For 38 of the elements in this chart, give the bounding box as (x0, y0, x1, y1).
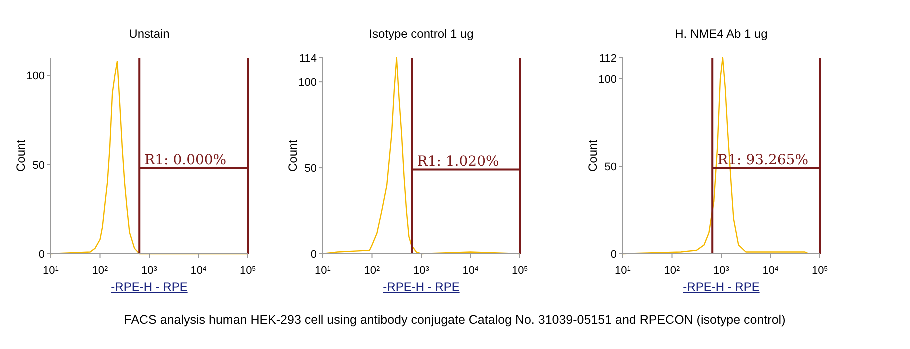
y-axis-title: Count (14, 139, 28, 172)
x-tick-label: 10$^{5}$ (812, 265, 828, 277)
x-tick-label: 10$^{1}$ (615, 265, 632, 277)
chart-title: H. NME4 Ab 1 ug (675, 27, 768, 41)
x-tick-label: 10$^{5}$ (512, 265, 528, 277)
x-tick-label: 10$^{1}$ (43, 265, 60, 277)
text: FACS analysis human HEK-293 cell using antibody conjugate Catalog No. 31039-05151 and RPECON (isotype control) (124, 313, 786, 327)
x-tick-label: 10$^{3}$ (142, 265, 158, 277)
y-tick-label: 0 (610, 248, 617, 261)
x-tick-label: 10$^{4}$ (762, 265, 780, 277)
y-tick-label: 50 (304, 162, 317, 175)
x-tick-label: 10$^{2}$ (664, 265, 681, 277)
y-tick-label: 114 (299, 52, 317, 65)
chart-title: Isotype control 1 ug (369, 27, 474, 41)
y-tick-label: 112 (599, 52, 617, 65)
y-tick-label: 50 (604, 161, 617, 174)
x-tick-label: 10$^{1}$ (315, 265, 332, 277)
x-axis-title: -RPE-H - RPE (683, 280, 760, 294)
y-tick-label: 0 (310, 248, 317, 261)
x-tick-label: 10$^{2}$ (364, 265, 381, 277)
chart-title: Unstain (129, 27, 170, 41)
y-tick-label: 100 (598, 74, 617, 86)
y-axis-title: Count (286, 139, 300, 172)
x-tick-label: 10$^{3}$ (414, 265, 430, 277)
x-tick-label: 10$^{5}$ (240, 265, 256, 277)
x-axis-title: -RPE-H - RPE (111, 280, 188, 294)
annotation: R1: 0.000% (144, 152, 227, 168)
x-tick-label: 10$^{2}$ (92, 265, 109, 277)
x-tick-label: 10$^{4}$ (190, 265, 208, 277)
y-tick-label: 100 (298, 76, 317, 89)
annotation: R1: 1.020% (417, 154, 500, 170)
y-axis-title: Count (586, 139, 600, 172)
y-tick-label: 50 (32, 160, 45, 172)
x-axis-title: -RPE-H - RPE (383, 280, 460, 294)
y-tick-label: 0 (38, 248, 45, 261)
x-tick-label: 10$^{4}$ (462, 265, 480, 277)
y-tick-label: 100 (26, 70, 45, 83)
x-tick-label: 10$^{3}$ (714, 265, 730, 277)
